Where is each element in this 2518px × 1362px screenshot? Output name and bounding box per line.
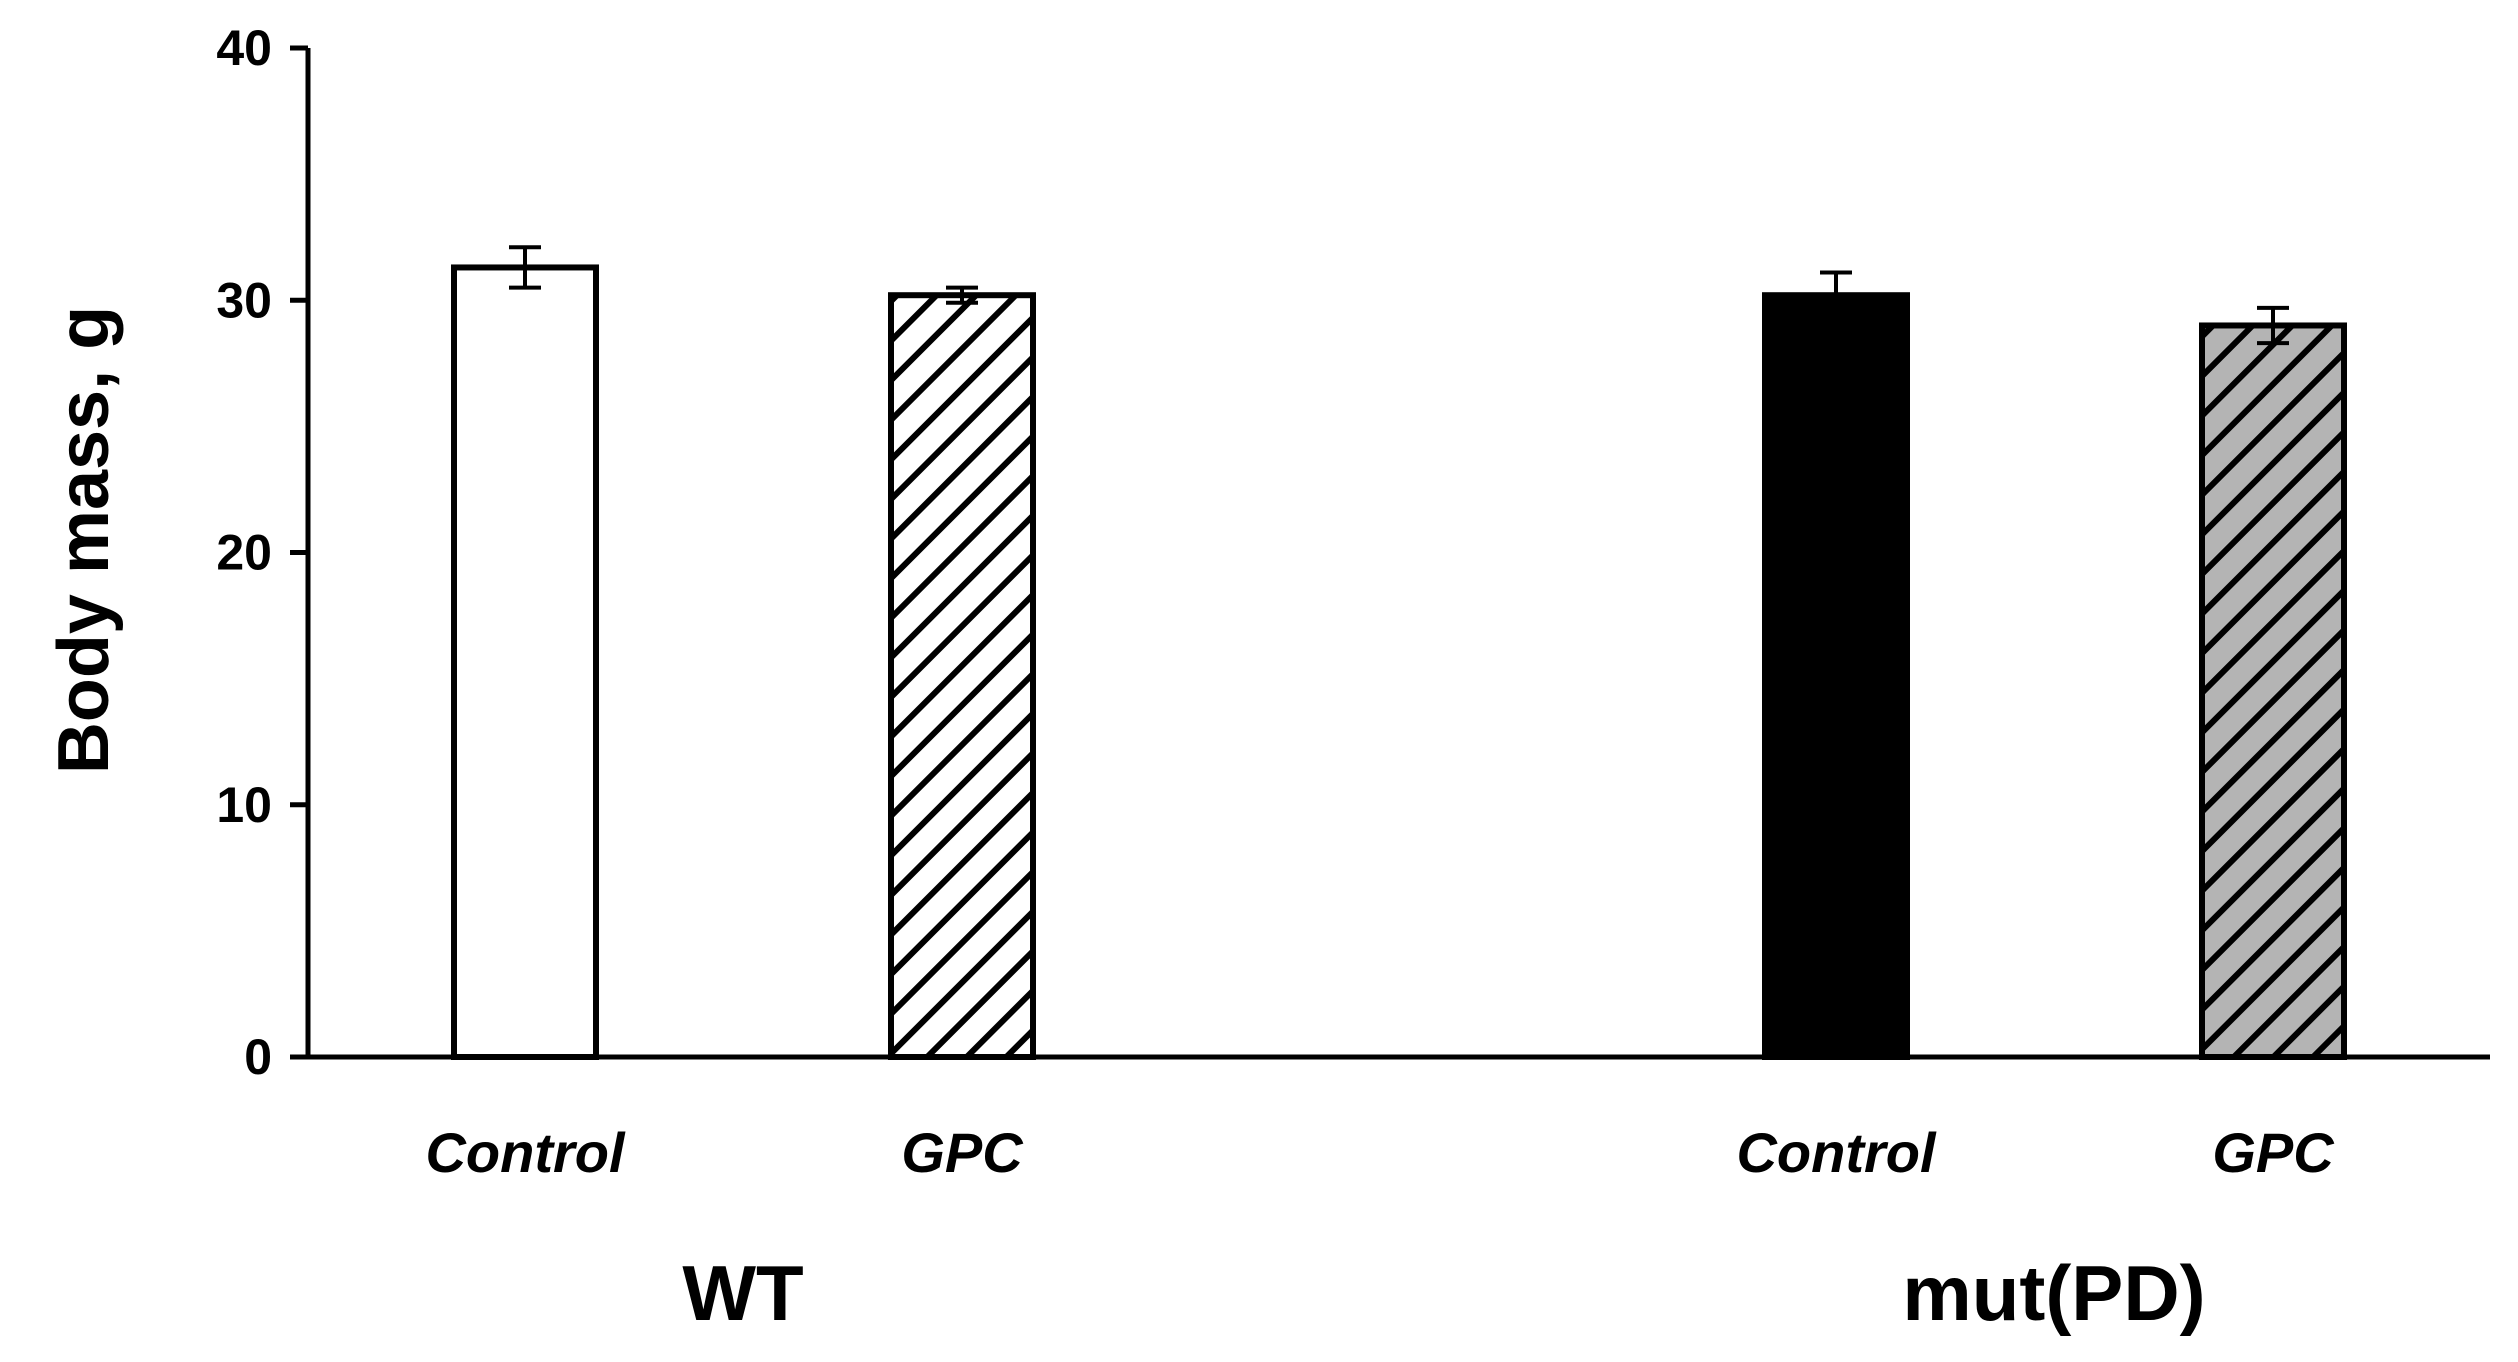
y-tick-label: 30 <box>216 272 272 328</box>
y-tick-label: 20 <box>216 525 272 581</box>
category-label: Control <box>425 1121 626 1184</box>
category-label: GPC <box>901 1121 1024 1184</box>
y-tick-label: 10 <box>216 777 272 833</box>
y-axis: 0 10 20 30 40 <box>216 20 311 1085</box>
y-tick-label: 0 <box>244 1029 272 1085</box>
bar-mutpd-control <box>1762 292 1910 1060</box>
y-tick-label: 40 <box>216 20 272 76</box>
category-label: Control <box>1736 1121 1937 1184</box>
category-label: GPC <box>2212 1121 2335 1184</box>
category-labels: Control GPC WT Control GPC mut(PD) <box>425 1121 2335 1337</box>
group-label: mut(PD) <box>1902 1249 2205 1337</box>
bar-wt-control <box>451 264 599 1060</box>
bar-mutpd-gpc <box>2199 322 2347 1061</box>
group-label: WT <box>682 1249 803 1337</box>
y-axis-title: Body mass, g <box>44 306 124 774</box>
error-bars <box>509 245 2289 346</box>
bars <box>451 264 2347 1061</box>
bar-wt-gpc <box>888 292 1036 1060</box>
